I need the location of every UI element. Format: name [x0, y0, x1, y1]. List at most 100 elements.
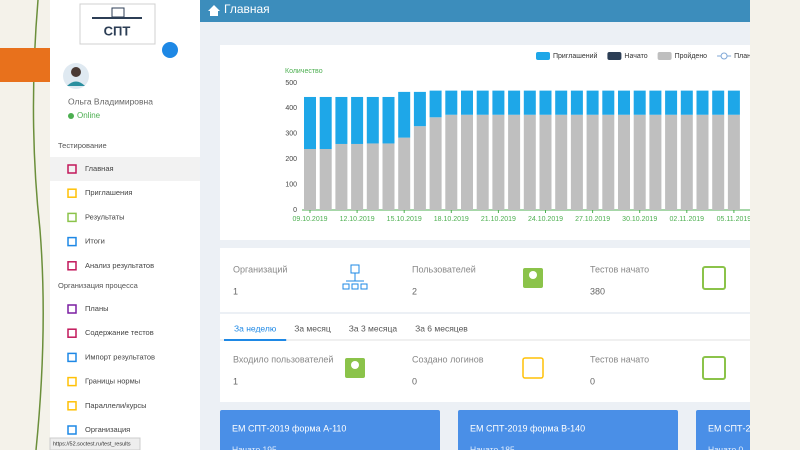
card-title: ЕМ СПТ-2019 форма В-140: [470, 423, 585, 433]
tab-stat-label: Входило пользователей: [233, 354, 333, 364]
menu-item[interactable]: Границы нормы: [85, 377, 140, 386]
tab-stat-label: Тестов начато: [590, 354, 649, 364]
org-icon: [342, 264, 368, 290]
test-card[interactable]: [696, 410, 800, 450]
tab-stat-value: 1: [233, 376, 238, 386]
bar-segment: [586, 90, 599, 115]
bar-segment: [429, 117, 442, 210]
x-tick-label: 18.10.2019: [434, 216, 469, 223]
stat-value: 380: [590, 286, 605, 296]
card-started: Начато 195: [232, 444, 277, 450]
bar-segment: [539, 90, 552, 115]
bar-segment: [602, 114, 615, 210]
menu-item[interactable]: Анализ результатов: [85, 261, 154, 270]
users-icon-head: [529, 271, 537, 279]
legend-marker: [720, 52, 728, 60]
menu-item[interactable]: Приглашения: [85, 188, 132, 197]
bar-segment: [335, 96, 348, 144]
tab[interactable]: За неделю: [234, 323, 277, 333]
bar-segment: [727, 114, 740, 210]
bar-segment: [335, 143, 348, 210]
card-title: ЕМ СПТ-2019 форма А-110: [232, 423, 346, 433]
bar-segment: [476, 90, 489, 115]
bar-segment: [586, 114, 599, 210]
bar-segment: [508, 90, 521, 115]
logo-frame: [79, 3, 156, 45]
bar-segment: [665, 90, 678, 115]
org-icon-node: [360, 283, 368, 290]
menu-icon: [67, 261, 77, 271]
menu-icon: [67, 304, 77, 314]
bar-segment: [461, 114, 473, 210]
bar-segment: [665, 114, 678, 210]
card-started: Начато 0: [708, 444, 744, 450]
menu-item[interactable]: Результаты: [85, 212, 125, 221]
menu-icon: [67, 212, 77, 223]
status-url: https://52.soctest.ru/test_results: [53, 441, 131, 447]
menu-section-title: Тестирование: [58, 141, 107, 150]
bar-segment: [366, 143, 379, 210]
bar-segment: [492, 90, 505, 115]
widgets: Организаций 1 Пользователей 2 Тестов начато 3…: [220, 264, 800, 450]
bar-segment: [382, 96, 395, 144]
tab[interactable]: За 3 месяца: [349, 323, 398, 333]
logo-text: СПТ: [104, 23, 131, 38]
x-tick-label: 05.11.2019: [717, 216, 752, 223]
logo-icon: [111, 7, 125, 18]
stat-value: 1: [233, 286, 238, 296]
bar-segment: [712, 90, 725, 115]
test-card[interactable]: [220, 410, 440, 450]
stat-label: Организаций: [233, 264, 287, 274]
bar-segment: [508, 114, 521, 210]
bar-segment: [445, 114, 458, 210]
tab-stat-value: 0: [590, 376, 595, 386]
menu-active-bg: [50, 157, 200, 181]
bar-segment: [413, 126, 426, 210]
legend-label: Начато: [624, 53, 647, 60]
menu-icon: [67, 236, 77, 247]
stat-label: Пользователей: [412, 264, 476, 274]
y-tick-label: 400: [285, 105, 297, 112]
menu-item[interactable]: Планы: [85, 304, 108, 313]
tabs-panel: [220, 314, 750, 402]
menu-item[interactable]: Импорт результатов: [85, 352, 155, 361]
logo: СПТ: [79, 3, 156, 45]
bar-segment: [492, 114, 505, 210]
bar-segment: [618, 90, 630, 115]
bar-segment: [633, 114, 646, 210]
x-tick-label: 24.10.2019: [528, 216, 563, 223]
bar-segment: [445, 90, 458, 115]
menu-section-title: Организация процесса: [58, 281, 139, 290]
bar-segment: [696, 114, 709, 210]
bar-segment: [382, 143, 395, 210]
menu-item[interactable]: Содержание тестов: [85, 328, 154, 337]
tab[interactable]: За 6 месяцев: [415, 323, 468, 333]
menu-item[interactable]: Главная: [85, 164, 114, 173]
bar-segment: [696, 90, 709, 115]
user-status: Online: [77, 111, 101, 120]
menu-icon: [67, 401, 77, 411]
settings-button[interactable]: [162, 42, 178, 58]
logins-icon: [522, 357, 544, 379]
home-icon: [208, 5, 220, 16]
legend-swatch: [607, 52, 622, 60]
y-tick-label: 500: [285, 80, 297, 87]
menu-item[interactable]: Организация: [85, 425, 130, 434]
test-card[interactable]: [458, 410, 678, 450]
tab[interactable]: За месяц: [294, 323, 331, 333]
status-dot: [68, 113, 74, 119]
x-tick-label: 09.10.2019: [292, 216, 327, 223]
tab-active-underline: [224, 339, 287, 341]
header-bar: [200, 0, 750, 22]
avatar-body: [67, 81, 85, 86]
bar-segment: [398, 91, 411, 138]
bar-segment: [602, 90, 615, 115]
avatar-head: [71, 67, 81, 77]
y-tick-label: 300: [285, 131, 297, 138]
menu-icon: [67, 188, 77, 198]
tab-stat-label: Создано логинов: [412, 354, 484, 364]
menu-item[interactable]: Параллели/курсы: [85, 401, 147, 410]
bar-segment: [523, 114, 536, 210]
menu-item[interactable]: Итоги: [85, 237, 105, 246]
bar-segment: [476, 114, 489, 210]
